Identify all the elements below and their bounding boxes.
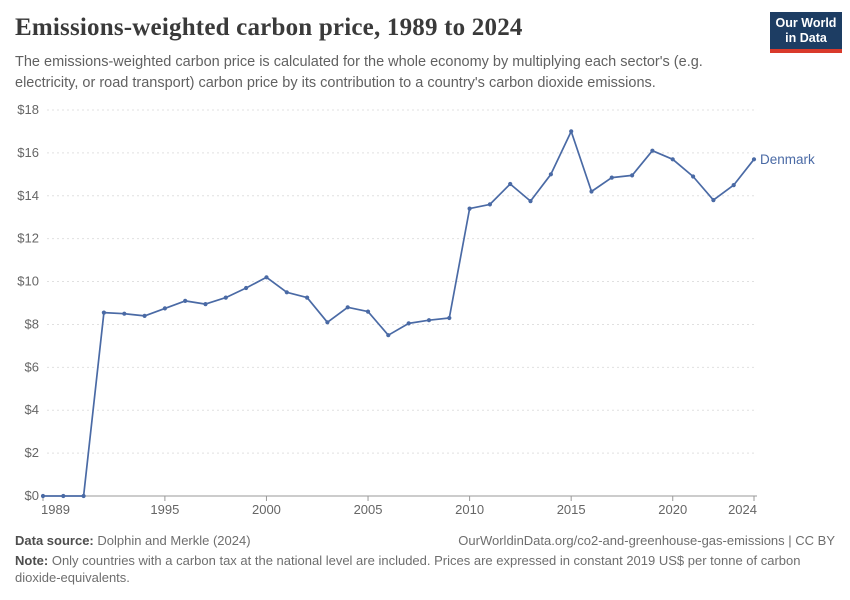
x-tick-label: 2024: [728, 502, 757, 517]
data-point-2014: [548, 172, 554, 177]
data-point-2013: [528, 199, 533, 204]
line-chart-area: $0 $2 $4 $6 $8 $10 $12 $14 $16 $18 1989 1995 2000 200…: [0, 95, 850, 540]
data-point-1998: [223, 295, 228, 300]
data-point-1993: [122, 311, 127, 316]
y-tick-label: $18: [17, 102, 39, 117]
note-label: Note:: [15, 553, 49, 568]
note-row: Note: Only countries with a carbon tax a…: [15, 552, 835, 586]
data-point-1997: [203, 302, 208, 307]
page-title: Emissions-weighted carbon price, 1989 to…: [15, 14, 523, 41]
x-tick-label: 1995: [150, 502, 179, 517]
series-line-denmark: [42, 130, 755, 497]
data-point-1990: [61, 493, 66, 499]
data-point-1991: [81, 493, 86, 499]
y-tick-label: $10: [17, 274, 39, 289]
y-tick-label: $8: [25, 316, 39, 331]
data-point-2008: [426, 318, 432, 323]
entity-label-denmark[interactable]: Denmark: [760, 152, 815, 167]
x-tick-label: 2000: [252, 502, 281, 517]
data-point-2022: [711, 198, 716, 203]
data-point-1994: [142, 313, 147, 318]
data-point-2009: [447, 315, 452, 321]
data-point-2016: [589, 189, 594, 194]
data-point-1996: [183, 298, 188, 303]
data-point-2012: [508, 181, 513, 187]
data-point-2011: [487, 202, 492, 207]
y-tick-label: $4: [25, 402, 39, 417]
data-point-2021: [691, 174, 696, 179]
data-point-2000: [264, 275, 269, 280]
data-point-2010: [467, 206, 472, 211]
note-value: Only countries with a carbon tax at the …: [15, 553, 801, 585]
data-point-1995: [162, 306, 167, 311]
x-tick-label: 1989: [41, 502, 70, 517]
data-point-2007: [406, 321, 411, 326]
x-tick-label: 2020: [658, 502, 687, 517]
data-point-2005: [365, 309, 371, 314]
data-point-1989: [40, 493, 46, 499]
data-point-2004: [345, 305, 350, 310]
data-source-label: Data source:: [15, 533, 94, 548]
y-tick-label: $6: [25, 359, 39, 374]
owid-logo: Our World in Data: [770, 12, 842, 53]
data-point-1999: [244, 285, 249, 291]
data-point-1992: [101, 310, 106, 315]
y-tick-label: $0: [25, 488, 39, 503]
owid-logo-line2: in Data: [785, 30, 827, 45]
chart-subtitle: The emissions-weighted carbon price is c…: [15, 54, 703, 91]
line-chart-canvas: $0 $2 $4 $6 $8 $10 $12 $14 $16 $18 1989 1995 2000 200…: [17, 102, 815, 517]
data-point-2003: [325, 320, 330, 325]
x-tick-label: 2005: [354, 502, 383, 517]
y-tick-label: $16: [17, 145, 39, 160]
owid-url-link[interactable]: OurWorldinData.org/co2-and-greenhouse-ga…: [458, 533, 835, 548]
data-source-value: Dolphin and Merkle (2024): [93, 533, 251, 548]
owid-logo-line1: Our World: [775, 15, 837, 30]
data-point-2020: [670, 157, 675, 162]
x-tick-label: 2010: [455, 502, 484, 517]
data-point-2001: [284, 290, 289, 295]
data-point-2006: [386, 333, 391, 338]
data-point-2002: [305, 295, 310, 300]
data-point-2018: [630, 173, 635, 178]
y-tick-label: $12: [17, 231, 39, 246]
source-row: Data source: Dolphin and Merkle (2024) O…: [15, 532, 835, 549]
y-tick-label: $14: [17, 188, 39, 203]
x-tick-label: 2015: [557, 502, 586, 517]
data-point-2023: [731, 183, 736, 188]
y-tick-label: $2: [25, 445, 39, 460]
data-point-2015: [569, 129, 574, 134]
data-point-2017: [609, 175, 614, 180]
data-source: Data source: Dolphin and Merkle (2024): [15, 532, 251, 549]
data-point-2019: [650, 148, 655, 153]
data-point-2024: [751, 157, 757, 162]
chart-footer: Data source: Dolphin and Merkle (2024) O…: [15, 532, 835, 586]
